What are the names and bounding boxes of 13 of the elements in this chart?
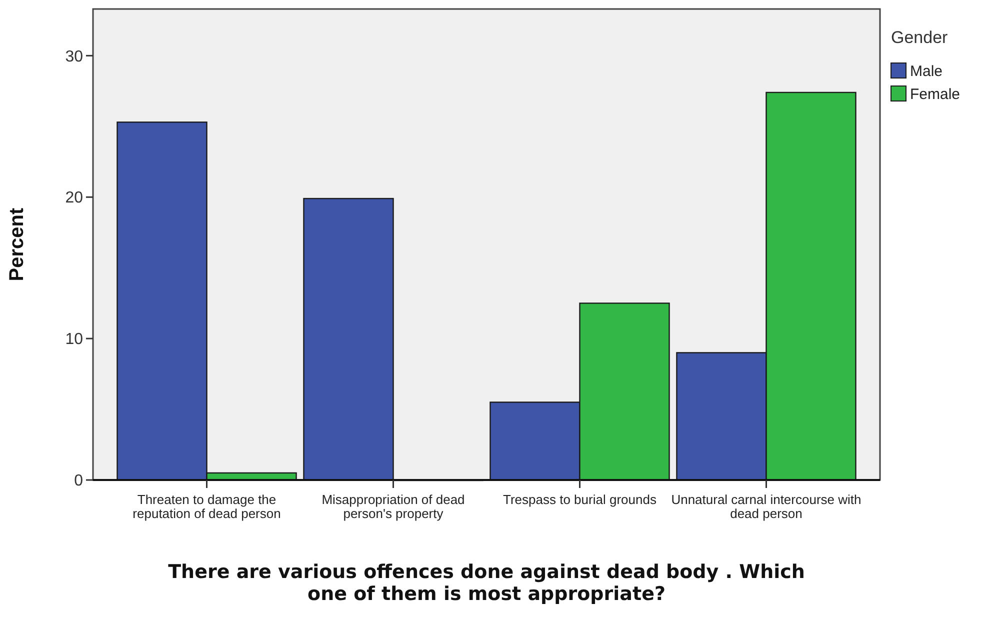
- x-tick-label: Unnatural carnal intercourse with dead person: [671, 492, 862, 521]
- y-tick-label: 20: [65, 190, 84, 207]
- y-tick-label: 10: [65, 331, 84, 348]
- x-tick-label: Threaten to damage the reputation of dead person: [132, 492, 281, 521]
- legend-title: Gender: [891, 28, 948, 47]
- x-tick-label: Misappropriation of dead person's property: [322, 492, 465, 521]
- y-axis-title: Percent: [6, 207, 28, 282]
- y-tick-label: 0: [74, 472, 84, 490]
- x-axis-title: There are various offences done against dead body . Which one of them is most appropriate?: [168, 561, 805, 605]
- legend-label: Male: [910, 63, 943, 80]
- y-tick-label: 30: [65, 48, 84, 66]
- legend-label: Female: [910, 86, 960, 103]
- x-tick-label: Trespass to burial grounds: [503, 492, 657, 507]
